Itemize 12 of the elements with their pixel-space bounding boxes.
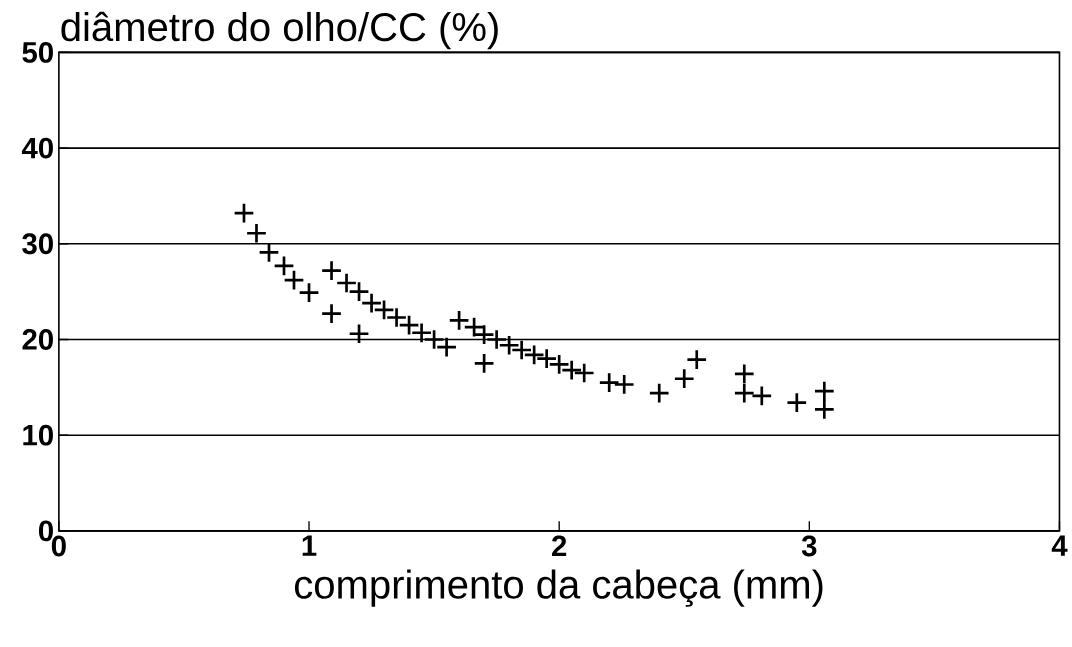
y-tick-label: 10 — [23, 424, 53, 446]
x-tick-label: 3 — [801, 535, 817, 557]
y-axis-title: diâmetro do olho/CC (%) — [61, 11, 498, 50]
x-tick-label: 1 — [302, 535, 317, 556]
y-tick-label: 50 — [22, 42, 53, 63]
y-tick-label: 30 — [22, 233, 53, 255]
y-tick-label: 20 — [22, 329, 53, 351]
y-tick-label: 0 — [38, 520, 53, 542]
x-tick-label: 4 — [1051, 535, 1068, 556]
y-tick-label: 40 — [21, 137, 53, 159]
x-axis-title: comprimento da cabeça (mm) — [294, 569, 823, 608]
x-tick-label: 2 — [552, 535, 567, 557]
